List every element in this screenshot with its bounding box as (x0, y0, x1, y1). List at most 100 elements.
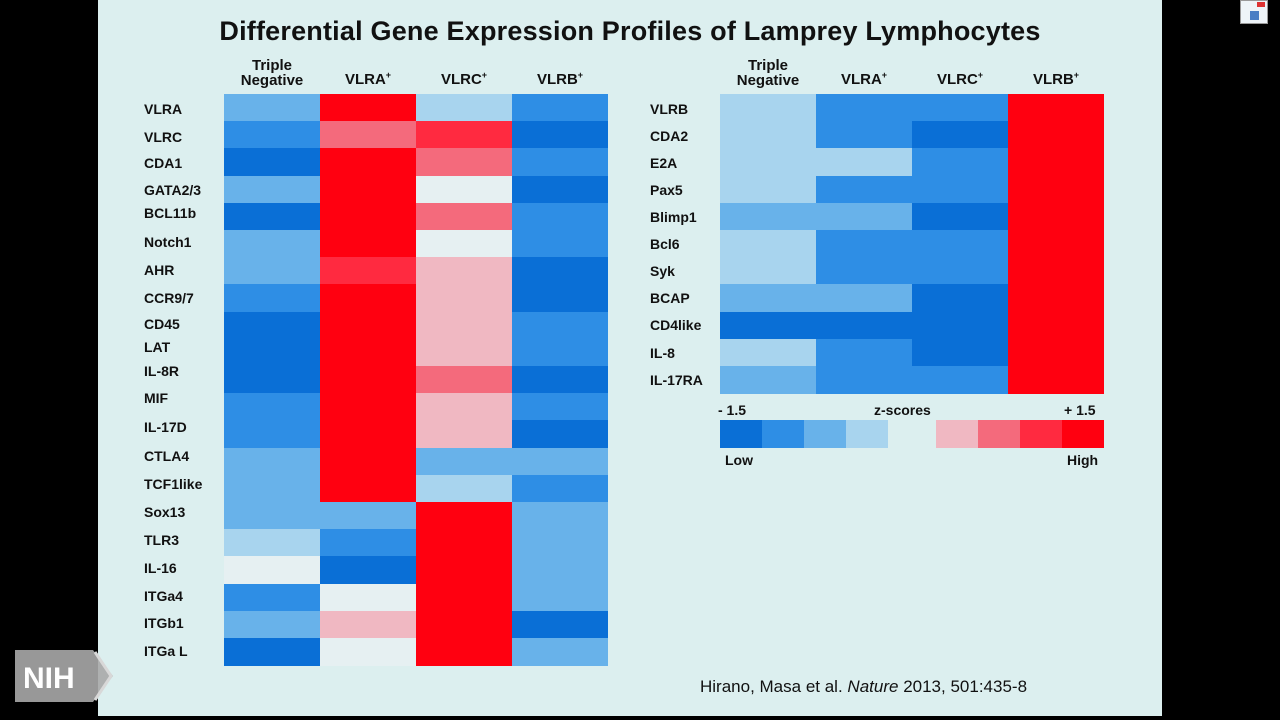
heatmap-cell (320, 583, 416, 612)
gene-label: TCF1like (144, 476, 203, 492)
gene-label: ITGb1 (144, 615, 184, 631)
heatmap-cell (912, 366, 1008, 394)
column-header-text: VLRB (1032, 71, 1074, 88)
scale-swatch (936, 420, 978, 448)
heatmap-cell (320, 420, 416, 449)
column-header: VLRC+ (416, 68, 512, 87)
column-header-text: VLRB (536, 71, 578, 88)
heatmap-cell (1008, 230, 1104, 258)
scale-swatch (978, 420, 1020, 448)
heatmap-cell (512, 148, 608, 177)
scale-label: z-scores (874, 402, 931, 418)
heatmap-cell (512, 447, 608, 476)
heatmap-cell (816, 338, 912, 367)
heatmap-cell (912, 230, 1008, 258)
heatmap-cell (224, 583, 320, 612)
heatmap-cell (320, 638, 416, 666)
column-header-sup: + (481, 70, 488, 80)
gene-label: CDA1 (144, 155, 183, 171)
heatmap-cell (512, 420, 608, 449)
window-icon (1240, 0, 1268, 24)
heatmap-cell (224, 121, 320, 149)
heatmap-cell (512, 338, 608, 367)
heatmap-cell (224, 338, 320, 367)
heatmap-cell (320, 529, 416, 557)
gene-label: ITGa4 (144, 588, 183, 604)
heatmap-cell (224, 284, 320, 313)
column-header-text: VLRC (936, 71, 978, 88)
heatmap-cell (224, 447, 320, 476)
heatmap-cell (320, 230, 416, 258)
heatmap-cell (224, 529, 320, 557)
heatmap-cell (320, 447, 416, 476)
heatmap-cell (320, 175, 416, 204)
scale-high-text: High (1067, 452, 1099, 468)
heatmap-cell (224, 94, 320, 122)
heatmap-cell (320, 393, 416, 421)
gene-label: CD4like (650, 317, 702, 333)
scale-swatch (1062, 420, 1104, 448)
heatmap-cell (512, 121, 608, 149)
heatmap-cell (512, 257, 608, 285)
heatmap-cell (816, 284, 912, 313)
heatmap-cell (320, 284, 416, 313)
column-header-sup: + (881, 70, 888, 80)
heatmap-cell (912, 94, 1008, 122)
heatmap-cell (1008, 121, 1104, 149)
gene-label: LAT (144, 339, 171, 355)
heatmap-cell (416, 284, 512, 313)
column-header-line2: Negative (240, 72, 304, 89)
gene-label: Blimp1 (650, 209, 697, 225)
heatmap-cell (416, 638, 512, 666)
slide: Differential Gene Expression Profiles of… (98, 0, 1162, 716)
citation-journal: Nature (847, 677, 899, 696)
gene-label: Syk (650, 263, 675, 279)
column-header-line1: Triple (251, 57, 292, 74)
heatmap-cell (224, 202, 320, 231)
column-header: VLRA+ (816, 68, 912, 87)
heatmap-cell (416, 311, 512, 340)
heatmap-cell (416, 202, 512, 231)
heatmap-cell (912, 338, 1008, 367)
heatmap-cell (512, 366, 608, 394)
heatmap-cell (224, 556, 320, 585)
heatmap-cell (416, 474, 512, 503)
heatmap-cell (320, 366, 416, 394)
heatmap-cell (416, 502, 512, 530)
heatmap-cell (416, 148, 512, 177)
heatmap-cell (512, 610, 608, 639)
gene-label: CD45 (144, 316, 180, 332)
gene-label: MIF (144, 390, 169, 406)
heatmap-cell (512, 311, 608, 340)
heatmap-cell (416, 175, 512, 204)
column-header-text: VLRA (840, 71, 882, 88)
column-header-line1: Triple (747, 57, 788, 74)
heatmap-cell (1008, 175, 1104, 204)
heatmap-cell (224, 610, 320, 639)
gene-label: IL-17D (144, 419, 187, 435)
gene-label: BCAP (650, 290, 690, 306)
heatmap-cell (720, 338, 816, 367)
scale-low-value: - 1.5 (718, 402, 747, 418)
column-header-sup: + (385, 70, 392, 80)
heatmap-cell (224, 311, 320, 340)
heatmap-cell (720, 94, 816, 122)
heatmap-cell (1008, 202, 1104, 231)
heatmap-cell (320, 202, 416, 231)
slide-title: Differential Gene Expression Profiles of… (219, 16, 1041, 46)
heatmap-cell (416, 420, 512, 449)
gene-label: IL-8 (650, 345, 675, 361)
gene-label: ITGa L (144, 643, 188, 659)
gene-label: VLRC (144, 129, 183, 145)
column-header-sup: + (977, 70, 984, 80)
column-header: Triple Negative (224, 58, 320, 88)
heatmap-cell (816, 94, 912, 122)
nih-logo: NIH (15, 650, 113, 702)
gene-label: IL-16 (144, 560, 177, 576)
heatmap-cell (720, 121, 816, 149)
heatmap-cell (320, 311, 416, 340)
heatmap-cell (816, 366, 912, 394)
heatmap-cell (416, 94, 512, 122)
heatmap-cell (816, 257, 912, 285)
heatmap-cell (912, 202, 1008, 231)
